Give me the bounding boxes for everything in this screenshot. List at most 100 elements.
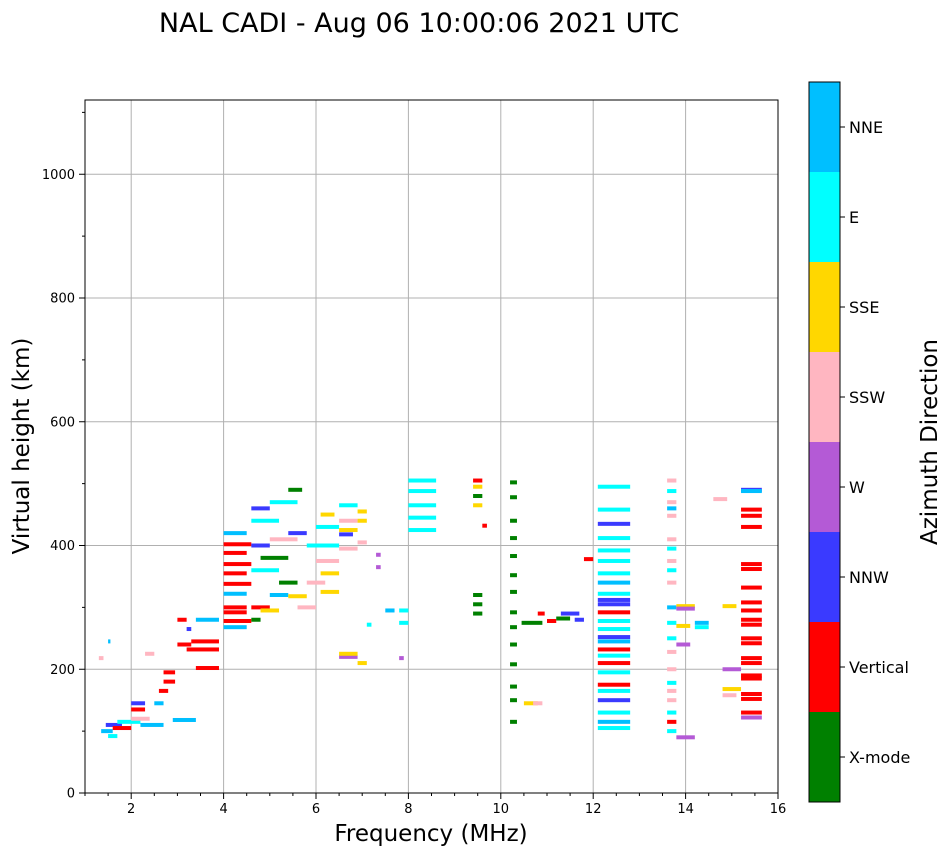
x-tick-label: 16 [770,802,787,817]
echo-mark [101,729,113,734]
echo-mark [473,478,483,483]
echo-mark [98,656,104,661]
colorbar-segment [809,352,840,442]
echo-mark [597,639,631,644]
x-tick-label: 6 [312,802,320,817]
echo-mark [177,617,187,622]
x-tick-label: 12 [585,802,602,817]
echo-mark [667,636,677,641]
echo-mark [223,618,252,623]
echo-mark [667,568,677,573]
echo-mark [376,565,381,570]
echo-mark [320,571,340,576]
colorbar-tick-label: NNE [849,118,883,137]
echo-mark [316,558,340,563]
y-tick-label: 200 [50,663,75,678]
echo-mark [140,722,164,727]
echo-mark [741,585,762,590]
echo-mark [741,636,762,641]
x-tick-label: 14 [677,802,694,817]
echo-mark [667,478,677,483]
echo-mark [556,616,571,621]
echo-mark [269,537,298,542]
echo-mark [597,719,631,724]
echo-mark [597,536,631,541]
echo-mark [366,622,372,627]
echo-mark [223,571,247,576]
echo-mark [510,480,517,485]
echo-mark [741,617,762,622]
echo-mark [320,589,340,594]
echo-mark [667,506,677,511]
colorbar-tick-label: Vertical [849,658,909,677]
echo-traces [98,478,762,740]
echo-mark [597,558,631,563]
echo-mark [722,693,737,698]
echo-mark [260,555,289,560]
echo-mark [597,647,631,652]
echo-mark [574,617,584,622]
echo-mark [741,656,762,661]
echo-mark [339,518,358,523]
echo-mark [223,531,247,536]
echo-mark [510,698,517,703]
echo-mark [339,651,358,656]
echo-mark [251,518,280,523]
echo-mark [676,623,691,628]
colorbar-segment [809,82,840,172]
colorbar-tick-label: SSW [849,388,885,407]
colorbar-segment [809,172,840,262]
echo-mark [667,688,677,693]
echo-mark [172,717,196,722]
echo-mark [339,654,358,659]
echo-mark [741,507,762,512]
echo-mark [297,605,316,610]
colorbar-segment [809,532,840,622]
echo-mark [408,528,437,533]
echo-mark [694,625,709,630]
echo-mark [676,642,691,647]
echo-mark [473,484,483,489]
echo-mark [667,558,677,563]
echo-mark [177,642,192,647]
colorbar-tick-label: SSE [849,298,879,317]
echo-mark [223,581,252,586]
echo-mark [521,620,543,625]
echo-mark [597,610,631,615]
echo-mark [408,489,437,494]
echo-mark [537,611,545,616]
echo-mark [667,546,677,551]
chart-title: NAL CADI - Aug 06 10:00:06 2021 UTC [159,8,679,39]
echo-mark [399,608,409,613]
echo-mark [339,546,358,551]
echo-mark [223,610,247,615]
echo-mark [131,716,150,721]
colorbar-segment [809,622,840,712]
echo-mark [251,543,270,548]
echo-mark [510,625,517,630]
x-axis-ticks: 2 4 6 8 10 12 14 16 [84,793,787,817]
echo-mark [223,605,247,610]
echo-mark [510,536,517,541]
echo-mark [741,600,762,605]
echo-mark [510,589,517,594]
colorbar-label: Azimuth Direction [917,339,943,545]
echo-mark [741,567,762,572]
echo-mark [597,507,631,512]
echo-mark [694,620,709,625]
echo-mark [357,540,367,545]
echo-mark [163,670,176,675]
echo-mark [357,509,367,514]
echo-mark [186,647,219,652]
colorbar-tick-label: E [849,208,859,227]
echo-mark [223,625,247,630]
echo-mark [108,639,111,644]
echo-mark [112,726,132,731]
echo-mark [667,710,677,715]
colorbar-segment [809,712,840,802]
echo-mark [117,719,141,724]
x-tick-label: 4 [219,802,227,817]
echo-mark [320,512,335,517]
echo-mark [339,528,358,533]
